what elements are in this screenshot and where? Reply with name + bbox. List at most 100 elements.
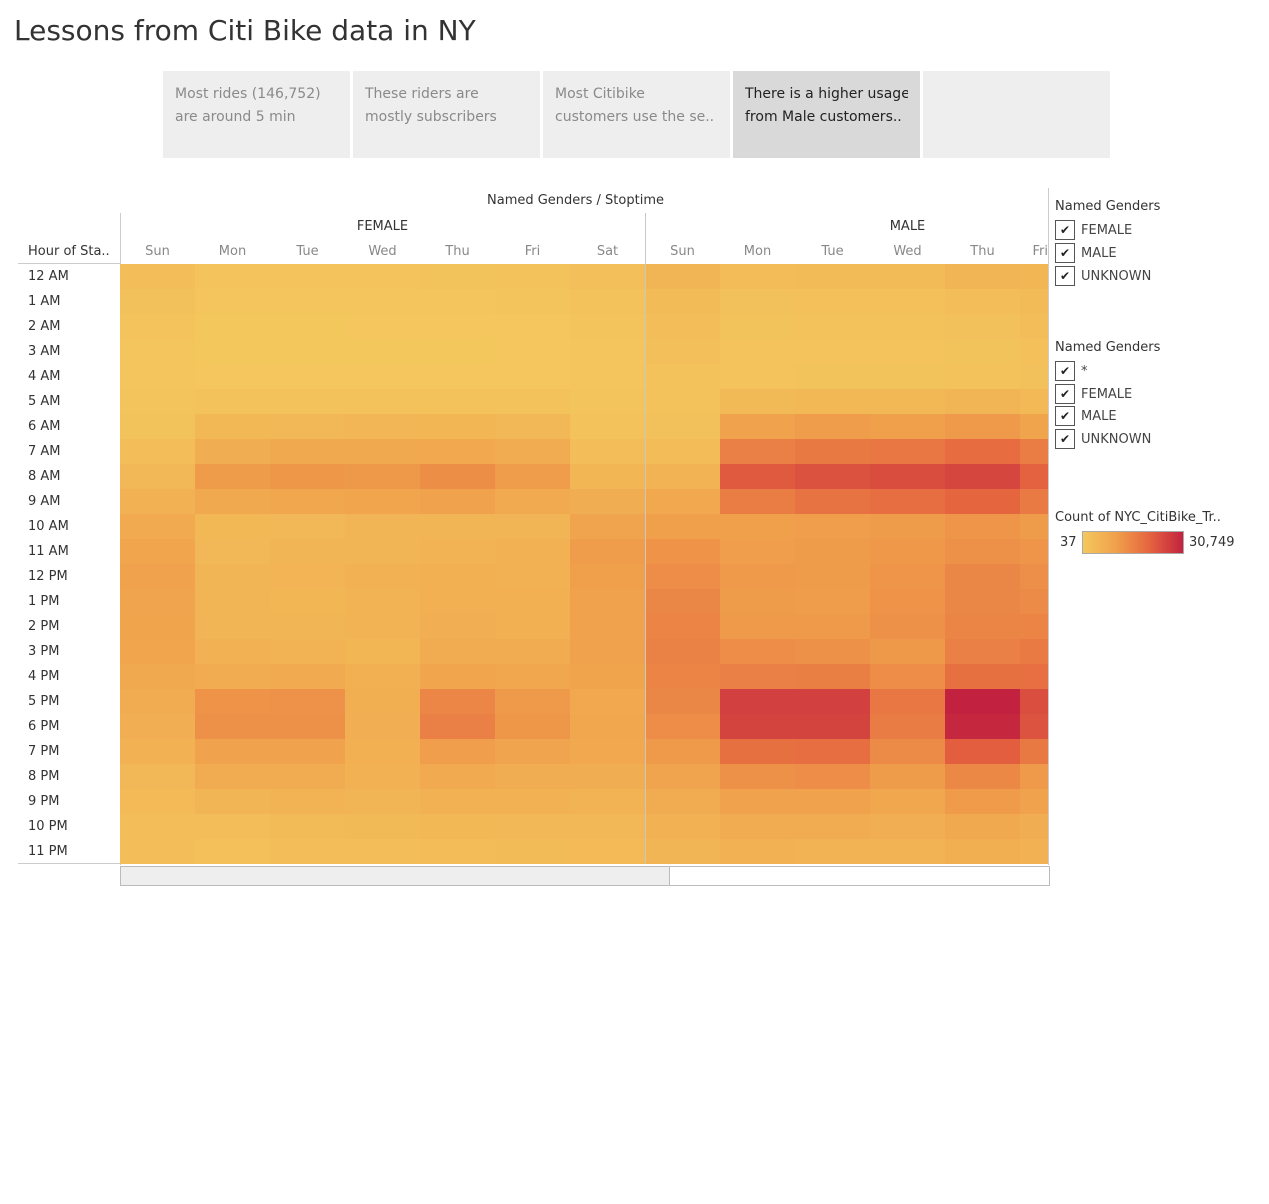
heatmap-cell — [345, 314, 420, 339]
heatmap-cell — [1020, 289, 1048, 314]
hour-label: 12 PM — [28, 569, 68, 584]
heatmap-cell — [795, 464, 870, 489]
heatmap-cell — [120, 464, 195, 489]
heatmap-cell — [270, 389, 345, 414]
day-label: Sun — [145, 244, 170, 259]
check-icon[interactable]: ✔ — [1055, 361, 1075, 381]
heatmap-cell — [420, 564, 495, 589]
heatmap-cell — [945, 464, 1020, 489]
heatmap-cell — [195, 689, 270, 714]
heatmap-cell — [795, 839, 870, 864]
hour-label: 10 PM — [28, 819, 68, 834]
story-point-2-line2: mostly subscribers — [365, 109, 497, 125]
heatmap-cell — [720, 814, 795, 839]
heatmap-cell — [645, 514, 720, 539]
heatmap-cell — [495, 539, 570, 564]
heatmap-cell — [120, 589, 195, 614]
heatmap-cell — [195, 589, 270, 614]
heatmap-cell — [570, 689, 645, 714]
heatmap-cell — [420, 314, 495, 339]
heatmap-cell — [870, 839, 945, 864]
heatmap-cell — [720, 464, 795, 489]
heatmap-cell — [645, 264, 720, 289]
heatmap-cell — [795, 789, 870, 814]
heatmap-cell — [570, 414, 645, 439]
hour-label: 2 AM — [28, 319, 61, 334]
scrollbar-thumb[interactable] — [121, 867, 670, 885]
gender-legend-1-female[interactable]: ✔ FEMALE — [1055, 219, 1132, 241]
check-icon[interactable]: ✔ — [1055, 243, 1075, 263]
heatmap-cell — [795, 739, 870, 764]
heatmap-cell — [795, 414, 870, 439]
day-label: Wed — [368, 244, 397, 259]
heatmap-cell — [345, 514, 420, 539]
heatmap-cell — [1020, 464, 1048, 489]
heatmap-cell — [645, 814, 720, 839]
heatmap-cell — [645, 589, 720, 614]
heatmap-cell — [870, 639, 945, 664]
gender-legend-2-female[interactable]: ✔ FEMALE — [1055, 383, 1132, 405]
heatmap-cell — [1020, 664, 1048, 689]
heatmap — [120, 264, 1048, 864]
heatmap-cell — [720, 789, 795, 814]
gender-legend-2-unknown[interactable]: ✔ UNKNOWN — [1055, 428, 1151, 450]
heatmap-cell — [795, 614, 870, 639]
heatmap-cell — [420, 364, 495, 389]
day-label: Fri — [1032, 244, 1049, 259]
heatmap-cell — [195, 414, 270, 439]
heatmap-cell — [495, 339, 570, 364]
heatmap-cell — [270, 664, 345, 689]
day-label: Sat — [596, 244, 619, 259]
gender-legend-2-unknown-label: UNKNOWN — [1081, 431, 1152, 447]
heatmap-cell — [720, 289, 795, 314]
horizontal-scrollbar[interactable] — [120, 866, 1050, 886]
hour-label: 4 PM — [28, 669, 60, 684]
check-icon[interactable]: ✔ — [1055, 384, 1075, 404]
gender-legend-1-male[interactable]: ✔ MALE — [1055, 242, 1117, 264]
check-icon[interactable]: ✔ — [1055, 429, 1075, 449]
heatmap-cell — [495, 764, 570, 789]
story-point-3-line1: Most Citibike — [555, 86, 645, 102]
heatmap-cell — [345, 464, 420, 489]
heatmap-cell — [345, 689, 420, 714]
gender-legend-1-unknown[interactable]: ✔ UNKNOWN — [1055, 265, 1151, 287]
check-icon[interactable]: ✔ — [1055, 220, 1075, 240]
story-point-3[interactable]: Most Citibike customers use the se.. — [543, 71, 730, 158]
heatmap-cell — [270, 589, 345, 614]
heatmap-cell — [1020, 839, 1048, 864]
heatmap-cell — [1020, 689, 1048, 714]
heatmap-cell — [645, 614, 720, 639]
heatmap-cell — [345, 364, 420, 389]
heatmap-cell — [645, 764, 720, 789]
heatmap-cell — [270, 689, 345, 714]
heatmap-cell — [570, 814, 645, 839]
heatmap-cell — [645, 439, 720, 464]
heatmap-cell — [570, 589, 645, 614]
heatmap-cell — [420, 489, 495, 514]
check-icon[interactable]: ✔ — [1055, 266, 1075, 286]
heatmap-cell — [420, 539, 495, 564]
heatmap-cell — [195, 364, 270, 389]
heatmap-cell — [120, 539, 195, 564]
heatmap-cell — [420, 414, 495, 439]
story-point-1[interactable]: Most rides (146,752) are around 5 min — [163, 71, 350, 158]
heatmap-cell — [645, 464, 720, 489]
gender-legend-2-all[interactable]: ✔ * — [1055, 360, 1088, 382]
heatmap-cell — [270, 839, 345, 864]
heatmap-cell — [570, 289, 645, 314]
heatmap-cell — [420, 739, 495, 764]
heatmap-cell — [645, 339, 720, 364]
story-point-2[interactable]: These riders are mostly subscribers — [353, 71, 540, 158]
chart-title: Named Genders / Stoptime — [487, 193, 664, 208]
story-point-5[interactable] — [923, 71, 1110, 158]
heatmap-cell — [645, 364, 720, 389]
heatmap-cell — [195, 614, 270, 639]
heatmap-cell — [195, 514, 270, 539]
gender-legend-2-male[interactable]: ✔ MALE — [1055, 405, 1117, 427]
heatmap-cell — [1020, 764, 1048, 789]
day-label: Sun — [670, 244, 695, 259]
story-point-4[interactable]: There is a higher usage from Male custom… — [733, 71, 920, 158]
heatmap-cell — [1020, 614, 1048, 639]
check-icon[interactable]: ✔ — [1055, 406, 1075, 426]
heatmap-cell — [795, 764, 870, 789]
